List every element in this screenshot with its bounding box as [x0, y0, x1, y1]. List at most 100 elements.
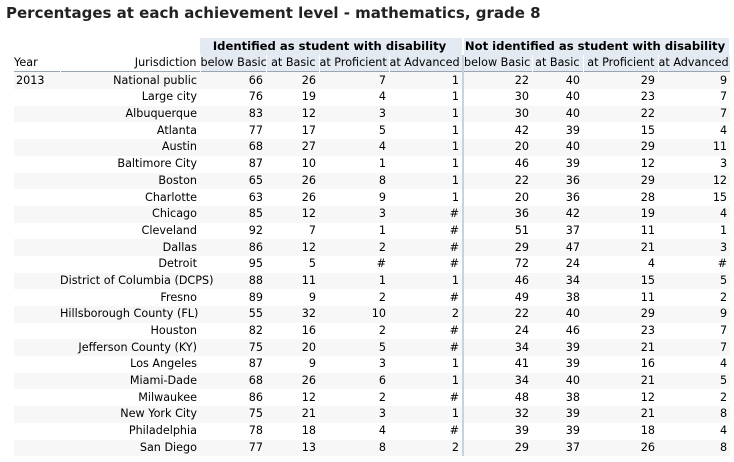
disability-value-cell: 16 — [266, 322, 319, 340]
no-disability-value-cell: 21 — [583, 406, 659, 423]
page-title: Percentages at each achievement level - … — [6, 4, 541, 22]
jurisdiction-cell: Boston — [60, 172, 200, 190]
no-disability-value-cell: 12 — [658, 172, 731, 190]
column-header-row: Year Jurisdiction below Basic at Basic a… — [14, 54, 731, 72]
group-header-row: Identified as student with disability No… — [14, 38, 732, 55]
year-cell — [14, 272, 60, 290]
no-disability-value-cell: 15 — [583, 272, 659, 290]
disability-value-cell: 2 — [319, 322, 389, 340]
year-cell — [14, 172, 60, 190]
no-disability-value-cell: 36 — [462, 205, 533, 223]
no-disability-value-cell: 4 — [658, 205, 731, 223]
disability-value-cell: 7 — [319, 71, 389, 90]
table-body: 2013 National public 66 26 7 1 22 40 29 9 Large ci… — [14, 71, 731, 457]
disability-value-cell: 86 — [200, 239, 266, 256]
disability-value-cell: 2 — [389, 306, 464, 323]
table-row: Boston 65 26 8 1 22 36 29 12 — [14, 172, 731, 190]
disability-value-cell: 12 — [266, 205, 319, 223]
table-row: Atlanta 77 17 5 1 42 39 15 4 — [14, 122, 731, 140]
disability-value-cell: 1 — [319, 155, 389, 173]
no-disability-value-cell: 20 — [462, 139, 533, 156]
no-disability-value-cell: 20 — [462, 189, 533, 206]
disability-value-cell: 26 — [266, 172, 319, 190]
disability-value-cell: # — [389, 339, 464, 357]
no-disability-value-cell: 3 — [658, 155, 731, 173]
disability-value-cell: # — [389, 239, 464, 256]
table-row: New York City 75 21 3 1 32 39 21 8 — [14, 406, 731, 423]
no-disability-value-cell: 22 — [583, 105, 659, 123]
disability-value-cell: # — [389, 322, 464, 340]
no-disability-value-cell: 24 — [532, 255, 584, 273]
disability-value-cell: 12 — [266, 105, 319, 123]
disability-value-cell: 5 — [266, 255, 319, 273]
disability-value-cell: 4 — [319, 89, 389, 106]
disability-value-cell: 55 — [200, 306, 266, 323]
disability-value-cell: 8 — [319, 172, 389, 190]
no-disability-value-cell: # — [658, 255, 731, 273]
disability-value-cell: 83 — [200, 105, 266, 123]
disability-value-cell: 9 — [266, 356, 319, 373]
disability-value-cell: # — [389, 389, 464, 407]
table-row: Hillsborough County (FL) 55 32 10 2 22 40 29 9 — [14, 306, 731, 323]
jurisdiction-cell: Hillsborough County (FL) — [60, 306, 200, 323]
no-disability-value-cell: 32 — [462, 406, 533, 423]
table-row: Charlotte 63 26 9 1 20 36 28 15 — [14, 189, 731, 206]
disability-value-cell: 1 — [389, 356, 464, 373]
disability-value-cell: 2 — [319, 289, 389, 306]
column-header-jurisdiction: Jurisdiction — [60, 54, 201, 72]
no-disability-value-cell: 72 — [462, 255, 533, 273]
no-disability-value-cell: 22 — [462, 306, 533, 323]
disability-value-cell: 1 — [389, 89, 464, 106]
no-disability-value-cell: 23 — [583, 89, 659, 106]
no-disability-value-cell: 15 — [658, 189, 731, 206]
disability-value-cell: 88 — [200, 272, 266, 290]
no-disability-value-cell: 40 — [532, 372, 584, 390]
no-disability-value-cell: 7 — [658, 89, 731, 106]
disability-value-cell: 63 — [200, 189, 266, 206]
no-disability-value-cell: 28 — [583, 189, 659, 206]
no-disability-value-cell: 18 — [583, 422, 659, 440]
no-disability-value-cell: 48 — [462, 389, 533, 407]
jurisdiction-cell: Jefferson County (KY) — [60, 339, 200, 357]
disability-value-cell: 7 — [266, 222, 319, 240]
year-cell — [14, 356, 60, 373]
disability-value-cell: 1 — [389, 155, 464, 173]
no-disability-value-cell: 38 — [532, 389, 584, 407]
year-cell — [14, 122, 60, 140]
year-cell — [14, 239, 60, 256]
disability-value-cell: 11 — [266, 272, 319, 290]
year-cell — [14, 339, 60, 357]
group-header-disability: Identified as student with disability — [200, 38, 465, 55]
no-disability-value-cell: 7 — [658, 322, 731, 340]
jurisdiction-cell: New York City — [60, 406, 200, 423]
no-disability-value-cell: 21 — [583, 239, 659, 256]
no-disability-value-cell: 29 — [462, 439, 533, 457]
jurisdiction-cell: Baltimore City — [60, 155, 200, 173]
disability-value-cell: 26 — [266, 71, 319, 90]
disability-value-cell: 27 — [266, 139, 319, 156]
disability-value-cell: 10 — [266, 155, 319, 173]
year-cell — [14, 439, 60, 457]
year-cell — [14, 306, 60, 323]
no-disability-value-cell: 34 — [462, 372, 533, 390]
year-cell — [14, 89, 60, 106]
disability-value-cell: 8 — [319, 439, 389, 457]
disability-value-cell: 68 — [200, 372, 266, 390]
jurisdiction-cell: San Diego — [60, 439, 200, 457]
no-disability-value-cell: 7 — [658, 339, 731, 357]
disability-value-cell: 32 — [266, 306, 319, 323]
disability-value-cell: 3 — [319, 356, 389, 373]
no-disability-value-cell: 39 — [532, 339, 584, 357]
disability-value-cell: 1 — [389, 406, 464, 423]
disability-value-cell: 1 — [389, 105, 464, 123]
disability-value-cell: 95 — [200, 255, 266, 273]
disability-value-cell: 82 — [200, 322, 266, 340]
no-disability-value-cell: 39 — [532, 122, 584, 140]
disability-value-cell: 77 — [200, 122, 266, 140]
table-row: District of Columbia (DCPS) 88 11 1 1 46 34 15 5 — [14, 272, 731, 290]
jurisdiction-cell: Austin — [60, 139, 200, 156]
year-cell — [14, 372, 60, 390]
disability-value-cell: # — [389, 289, 464, 306]
table-row: Chicago 85 12 3 #36 42 19 4 — [14, 205, 731, 223]
disability-value-cell: 2 — [319, 239, 389, 256]
